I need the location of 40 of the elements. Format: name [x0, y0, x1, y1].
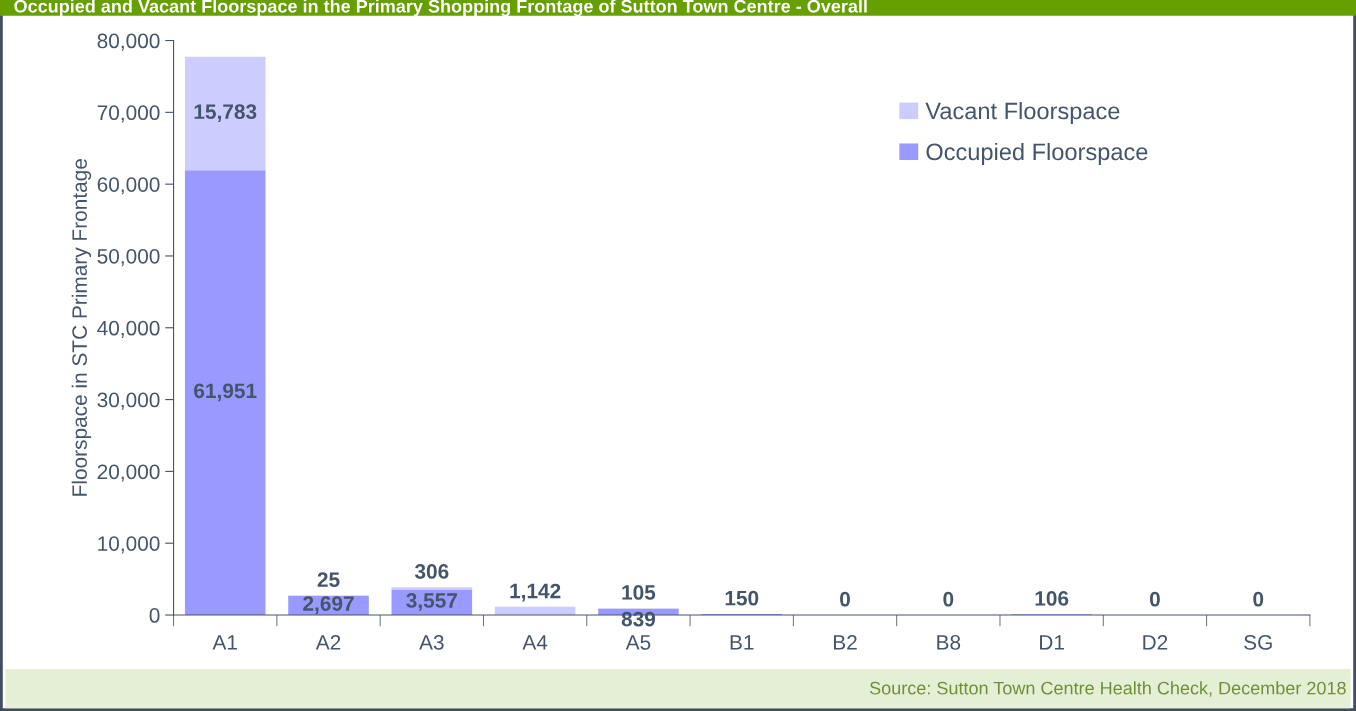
data-label: 3,557	[406, 593, 457, 611]
legend-label: Occupied Floorspace	[926, 142, 1148, 165]
data-label: 105	[622, 585, 656, 600]
x-tick-label: D2	[1143, 635, 1168, 650]
legend-label: Vacant Floorspace	[925, 101, 1120, 124]
x-tick-label: SG	[1244, 635, 1272, 650]
data-label: 0	[1253, 591, 1264, 607]
data-label: 0	[943, 591, 954, 607]
y-tick-label: 30,000	[97, 392, 160, 410]
x-tick-label: A4	[522, 635, 548, 650]
y-tick-label: 50,000	[97, 248, 160, 267]
x-tick-label: B2	[834, 635, 857, 650]
y-tick-label: 80,000	[97, 33, 160, 51]
y-tick-label: 40,000	[97, 320, 160, 338]
source-note: Source: Sutton Town Centre Health Check, December 2018	[869, 681, 1346, 697]
x-tick-label: A2	[315, 635, 341, 650]
data-label: 106	[1035, 591, 1069, 606]
y-tick-label: 10,000	[98, 536, 160, 554]
data-label: 1,142	[510, 583, 561, 602]
x-tick-label: D1	[1040, 635, 1064, 650]
x-tick-label: A1	[212, 635, 237, 650]
data-label: 15,783	[194, 104, 257, 123]
data-label: 25	[317, 572, 340, 588]
data-label: 0	[840, 591, 850, 607]
y-tick-label: 70,000	[97, 105, 160, 123]
x-tick-label: B8	[937, 635, 961, 650]
x-tick-label: A5	[625, 635, 651, 650]
x-tick-label: B1	[730, 635, 754, 650]
chart-title: Occupied and Vacant Floorspace in the Primary Shopping Frontage of Sutton Town Centre - Overall	[14, 0, 867, 17]
y-tick-label: 20,000	[97, 464, 160, 482]
x-tick-label: A3	[419, 635, 444, 650]
data-label: 2,697	[303, 596, 354, 614]
data-label: 150	[725, 590, 759, 606]
data-label: 61,951	[194, 383, 257, 402]
data-label: 306	[414, 564, 449, 579]
y-tick-label: 60,000	[97, 177, 160, 195]
y-axis-title: Floorspace in STC Primary Frontage	[71, 159, 92, 496]
data-label: 839	[621, 611, 656, 627]
y-tick-label: 0	[149, 608, 160, 623]
data-label: 0	[1149, 591, 1160, 607]
